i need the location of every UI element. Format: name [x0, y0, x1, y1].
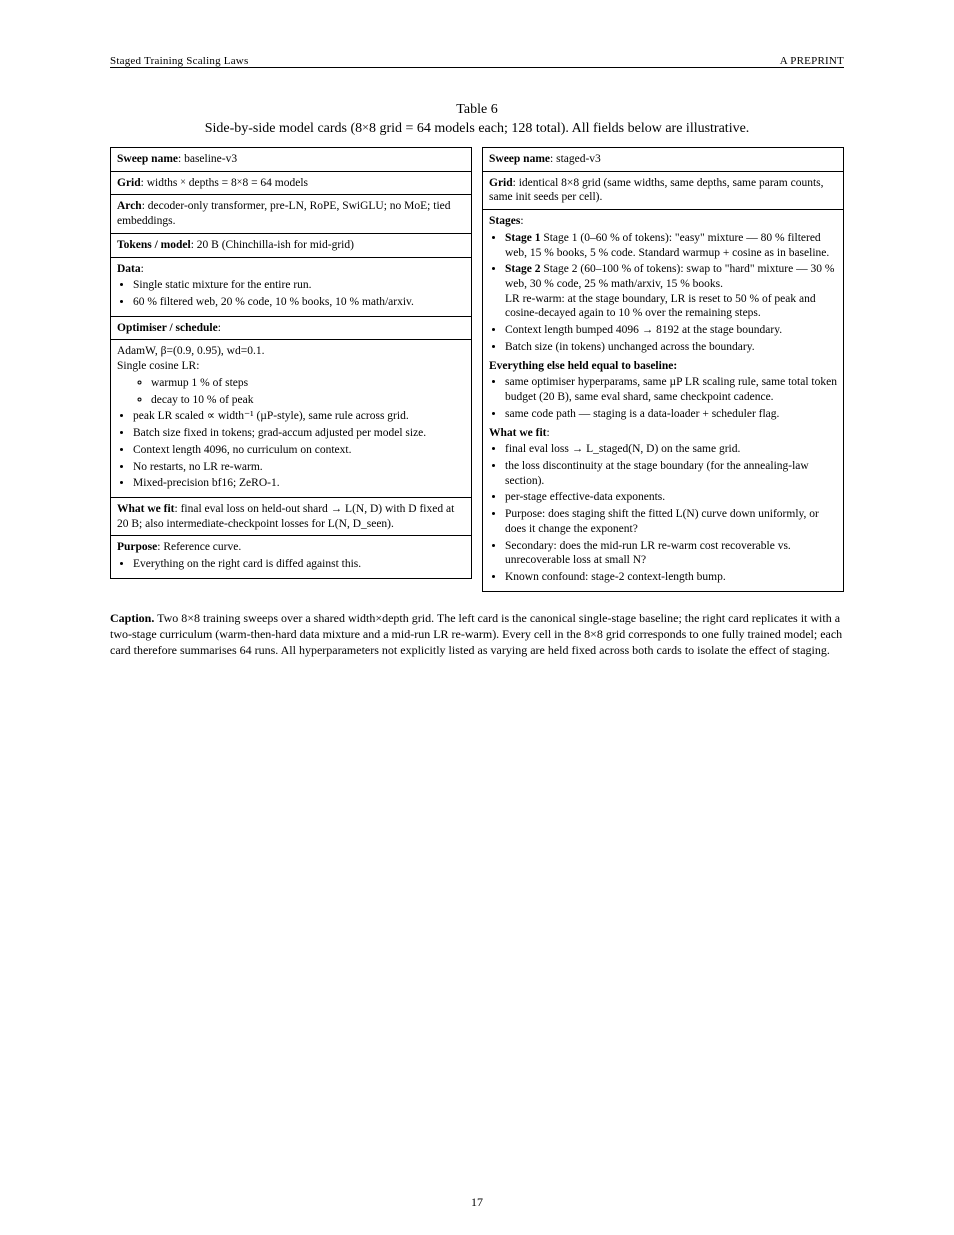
- table-caption: Side-by-side model cards (8×8 grid = 64 …: [110, 120, 844, 137]
- value-tokens: 20 B (Chinchilla-ish for mid-grid): [197, 239, 354, 251]
- stage2-sub: LR re-warm: at the stage boundary, LR is…: [505, 292, 837, 321]
- purpose-intro: Reference curve.: [163, 541, 241, 553]
- row-data: Data: Single static mixture for the enti…: [111, 258, 471, 317]
- list-item: Stage 2 Stage 2 (60–100 % of tokens): sw…: [505, 262, 837, 321]
- list-item: Batch size fixed in tokens; grad-accum a…: [133, 426, 465, 441]
- row-sweep-name: Sweep name: baseline-v3: [111, 148, 471, 172]
- list-item: Purpose: does staging shift the fitted L…: [505, 507, 837, 536]
- grid-a: widths: [147, 177, 181, 189]
- list-item: No restarts, no LR re-warm.: [133, 460, 465, 475]
- row-fit: What we fit: final eval loss on held-out…: [111, 498, 471, 536]
- grid-b: depths = 8: [189, 177, 237, 189]
- list-fit: final eval loss → L_staged(N, D) on the …: [505, 442, 837, 584]
- label-arch: Arch: [117, 200, 142, 212]
- value-sweep-name: staged-v3: [556, 153, 601, 165]
- list-item: Mixed-precision bf16; ZeRO-1.: [133, 476, 465, 491]
- row-arch: Arch: decoder-only transformer, pre-LN, …: [111, 195, 471, 233]
- list-stages: Stage 1 Stage 1 (0–60 % of tokens): "eas…: [505, 231, 837, 355]
- running-head-right: A PREPRINT: [780, 55, 844, 67]
- label-sweep-name: Sweep name: [117, 153, 178, 165]
- row-optim-body: AdamW, β=(0.9, 0.95), wd=0.1. Single cos…: [111, 340, 471, 497]
- label-grid: Grid: [489, 177, 513, 189]
- list-item: decay to 10 % of peak: [151, 393, 465, 408]
- multiply-icon: ×: [362, 120, 369, 134]
- caption-mid: 8 grid = 64 models each; 128 total). All…: [369, 121, 749, 136]
- list-data: Single static mixture for the entire run…: [133, 278, 465, 309]
- list-item: peak LR scaled ∝ width⁻¹ (µP-style), sam…: [133, 409, 465, 424]
- row-grid-r: Grid: identical 8×8 grid (same widths, s…: [483, 172, 843, 210]
- list-opt: peak LR scaled ∝ width⁻¹ (µP-style), sam…: [133, 409, 465, 491]
- value-arch: decoder-only transformer, pre-LN, RoPE, …: [117, 200, 451, 227]
- caption-below-text: Two 8×8 training sweeps over a shared wi…: [110, 611, 842, 657]
- label-fit: What we fit: [117, 503, 175, 515]
- label-opt: Optimiser / schedule: [117, 322, 218, 334]
- list-item: same code path — staging is a data-loade…: [505, 407, 837, 422]
- caption-below: Caption. Two 8×8 training sweeps over a …: [110, 610, 844, 659]
- list-item: Stage 1 Stage 1 (0–60 % of tokens): "eas…: [505, 231, 837, 260]
- caption-below-bold: Caption.: [110, 611, 154, 625]
- stage1-text: Stage 1 (0–60 % of tokens): "easy" mixtu…: [505, 232, 829, 259]
- table-title-block: Table 6 Side-by-side model cards (8×8 gr…: [110, 102, 844, 137]
- value-grid: identical 8×8 grid (same widths, same de…: [489, 177, 824, 204]
- label-data: Data: [117, 263, 141, 275]
- list-item: Everything on the right card is diffed a…: [133, 557, 465, 572]
- list-item: final eval loss → L_staged(N, D) on the …: [505, 442, 837, 457]
- list-item: 60 % filtered web, 20 % code, 10 % books…: [133, 295, 465, 310]
- row-purpose: Purpose: Reference curve. Everything on …: [111, 536, 471, 577]
- list-item: Context length 4096, no curriculum on co…: [133, 443, 465, 458]
- row-stages: Stages: Stage 1 Stage 1 (0–60 % of token…: [483, 210, 843, 591]
- label-tokens: Tokens / model: [117, 239, 191, 251]
- opt-intro: AdamW, β=(0.9, 0.95), wd=0.1.: [117, 344, 465, 359]
- running-head-left: Staged Training Scaling Laws: [110, 55, 248, 67]
- row-optim-label: Optimiser / schedule:: [111, 317, 471, 341]
- list-item: per-stage effective-data exponents.: [505, 490, 837, 505]
- opt-lr-intro: Single cosine LR:: [117, 359, 465, 374]
- card-baseline: Sweep name: baseline-v3 Grid: widths × d…: [110, 147, 472, 579]
- label-sweep-name: Sweep name: [489, 153, 550, 165]
- caption-prefix: Side-by-side model cards (8: [205, 121, 362, 136]
- list-item: warmup 1 % of steps: [151, 376, 465, 391]
- card-staged: Sweep name: staged-v3 Grid: identical 8×…: [482, 147, 844, 592]
- table-number: Table 6: [110, 102, 844, 118]
- label-held: Everything else held equal to baseline:: [489, 360, 677, 372]
- stage2-title: Stage 2 (60–100 % of tokens): swap to "h…: [505, 263, 834, 290]
- list-item: the loss discontinuity at the stage boun…: [505, 459, 837, 488]
- list-item: Single static mixture for the entire run…: [133, 278, 465, 293]
- list-purpose: Everything on the right card is diffed a…: [133, 557, 465, 572]
- list-item: Batch size (in tokens) unchanged across …: [505, 340, 837, 355]
- value-sweep-name: baseline-v3: [184, 153, 237, 165]
- grid-c: 8 = 64 models: [242, 177, 308, 189]
- row-sweep-name-r: Sweep name: staged-v3: [483, 148, 843, 172]
- row-grid: Grid: widths × depths = 8×8 = 64 models: [111, 172, 471, 196]
- row-tokens: Tokens / model: 20 B (Chinchilla-ish for…: [111, 234, 471, 258]
- label-fit: What we fit: [489, 427, 547, 439]
- list-item: Known confound: stage-2 context-length b…: [505, 570, 837, 585]
- label-purpose: Purpose: [117, 541, 157, 553]
- multiply-icon: ×: [180, 177, 186, 188]
- page-number: 17: [110, 1195, 844, 1210]
- list-lr-sub: warmup 1 % of steps decay to 10 % of pea…: [133, 376, 465, 407]
- header-rule: [110, 67, 844, 68]
- label-stages: Stages: [489, 215, 520, 227]
- list-item: same optimiser hyperparams, same µP LR s…: [505, 375, 837, 404]
- list-item: Context length bumped 4096 → 8192 at the…: [505, 323, 837, 338]
- list-held: same optimiser hyperparams, same µP LR s…: [505, 375, 837, 421]
- list-item: Secondary: does the mid-run LR re-warm c…: [505, 539, 837, 568]
- label-grid: Grid: [117, 177, 141, 189]
- value-grid: widths × depths = 8×8 = 64 models: [147, 177, 308, 189]
